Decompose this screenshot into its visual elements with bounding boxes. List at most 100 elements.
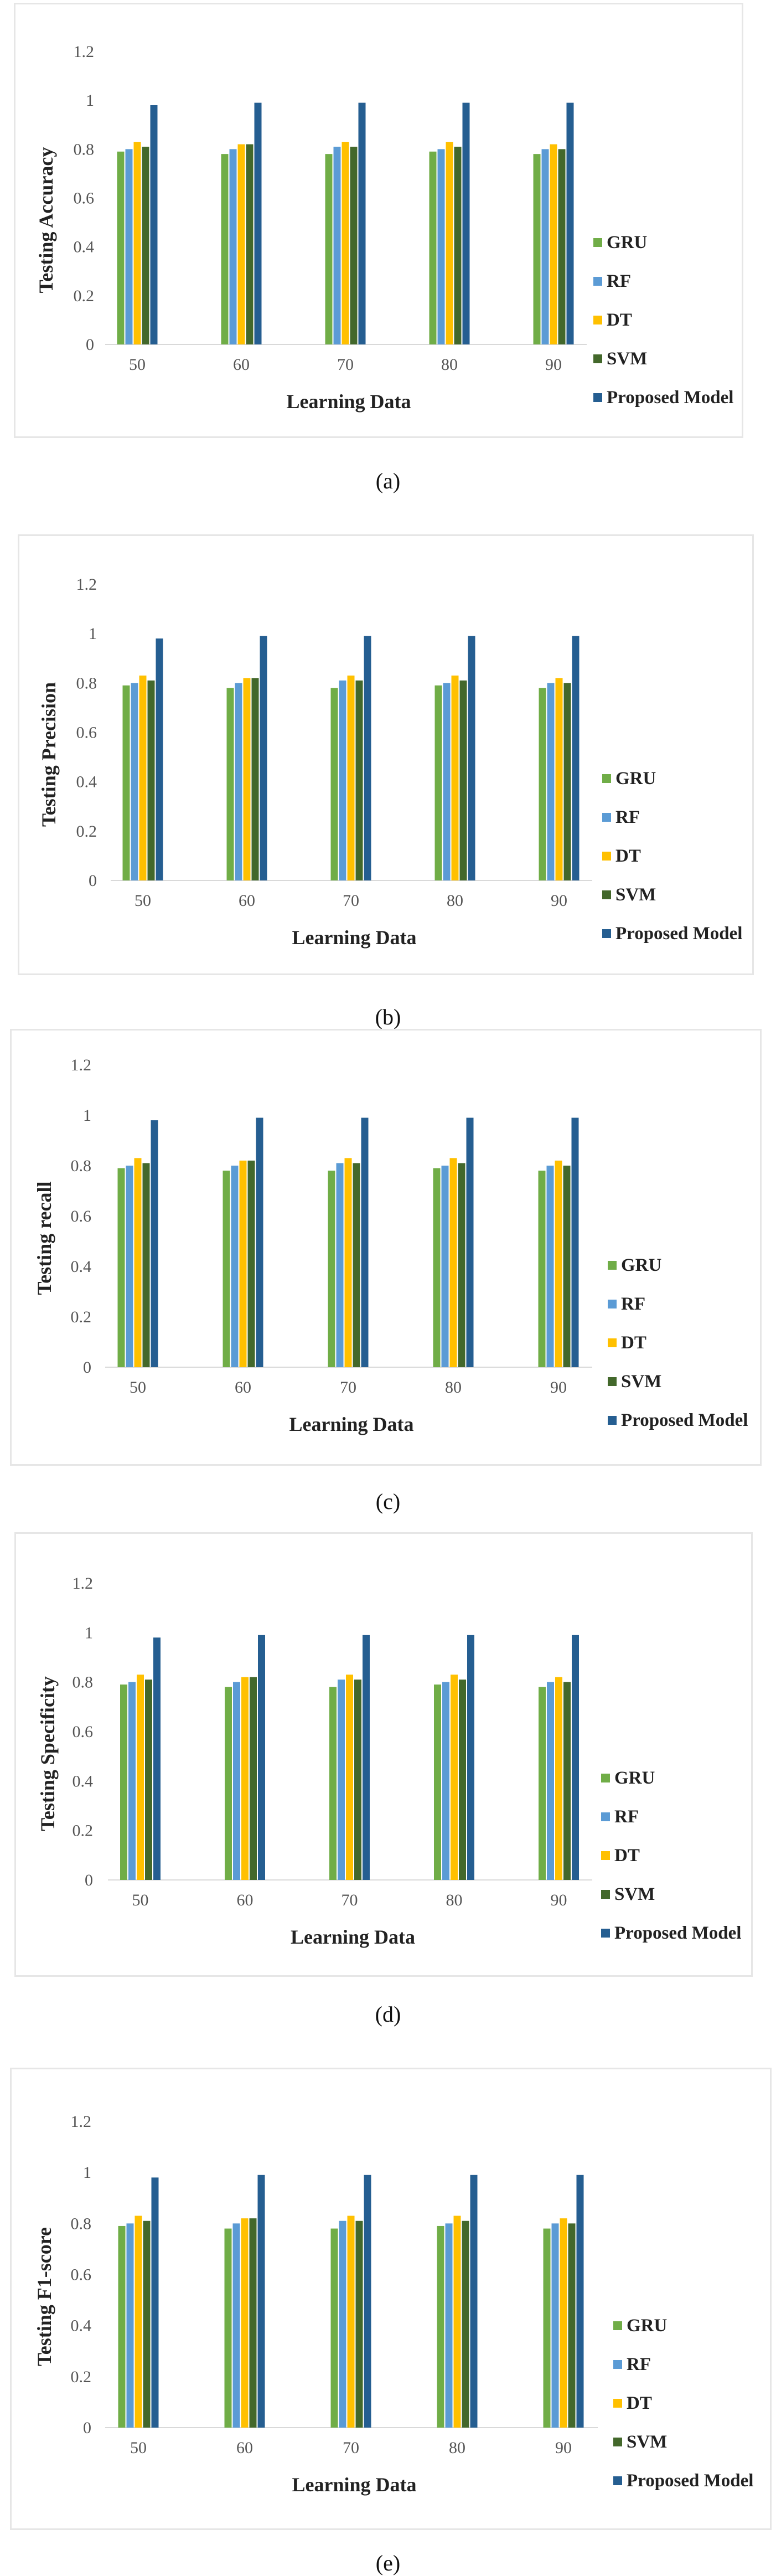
legend-swatch-proposed-model (613, 2476, 622, 2485)
bar-proposed-model-60 (260, 636, 267, 880)
legend-swatch-rf (613, 2360, 622, 2369)
legend-label-dt: DT (621, 1333, 646, 1353)
bar-rf-90 (546, 1166, 554, 1367)
y-tick-label: 0.4 (71, 1258, 92, 1276)
bar-gru-60 (225, 1687, 232, 1880)
bar-proposed-model-80 (470, 2175, 478, 2428)
legend-label-gru: GRU (615, 769, 656, 789)
y-tick-label: 0.4 (73, 1772, 94, 1790)
legend-label-svm: SVM (621, 1372, 661, 1392)
bar-rf-50 (128, 1682, 136, 1880)
bar-svm-90 (568, 2223, 576, 2428)
legend-label-rf: RF (607, 271, 631, 291)
bar-rf-60 (233, 1682, 240, 1880)
y-tick-label: 0 (83, 2419, 91, 2437)
bar-svm-90 (558, 149, 566, 344)
y-tick-label: 0.6 (74, 189, 95, 208)
legend-label-proposed-model: Proposed Model (627, 2471, 753, 2491)
x-tick-label: 60 (236, 2439, 253, 2457)
y-tick-label: 0.8 (76, 674, 97, 692)
y-tick-label: 0.8 (73, 1673, 94, 1692)
bar-dt-80 (449, 1158, 457, 1367)
bar-gru-90 (539, 688, 546, 880)
bar-dt-80 (453, 2216, 461, 2428)
legend-label-rf: RF (614, 1807, 639, 1827)
bar-rf-70 (339, 2220, 346, 2428)
bar-svm-70 (355, 680, 363, 880)
y-tick-label: 0.2 (71, 2368, 92, 2386)
y-tick-label: 0.4 (71, 2317, 92, 2335)
bar-dt-80 (451, 675, 459, 880)
x-tick-label: 90 (550, 1378, 567, 1397)
legend-swatch-gru (613, 2321, 622, 2330)
bar-dt-90 (555, 678, 563, 880)
x-axis-title: Learning Data (292, 2474, 417, 2496)
bar-svm-80 (459, 680, 467, 880)
bar-svm-70 (354, 1679, 361, 1880)
legend-swatch-proposed-model (602, 929, 611, 938)
bar-proposed-model-90 (572, 1635, 579, 1880)
bar-proposed-model-70 (364, 2175, 371, 2428)
y-tick-label: 0 (83, 1358, 91, 1377)
bar-proposed-model-80 (462, 102, 470, 344)
bar-rf-70 (336, 1163, 344, 1367)
x-tick-label: 80 (445, 1378, 462, 1397)
legend-label-rf: RF (615, 807, 640, 827)
bar-rf-60 (231, 1166, 239, 1367)
legend-label-proposed-model: Proposed Model (614, 1923, 741, 1943)
x-tick-label: 60 (235, 1378, 251, 1397)
caption-d: (d) (375, 2002, 401, 2027)
bar-proposed-model-70 (364, 636, 371, 880)
bar-dt-70 (344, 1158, 352, 1367)
x-tick-label: 90 (555, 2439, 572, 2457)
bar-proposed-model-70 (361, 1117, 369, 1367)
y-tick-label: 0.6 (76, 724, 97, 742)
bar-svm-80 (454, 146, 462, 344)
bar-proposed-model-50 (150, 105, 158, 344)
legend-label-proposed-model: Proposed Model (621, 1410, 748, 1430)
legend-swatch-dt (608, 1338, 617, 1347)
legend-swatch-gru (593, 238, 602, 247)
y-tick-label: 1 (83, 1106, 91, 1125)
legend-swatch-proposed-model (608, 1416, 617, 1425)
bar-dt-90 (555, 1160, 562, 1367)
bar-gru-90 (539, 1687, 546, 1880)
legend-label-svm: SVM (614, 1884, 655, 1904)
bar-rf-90 (541, 149, 549, 344)
bar-proposed-model-60 (257, 2175, 265, 2428)
y-tick-label: 1.2 (71, 1056, 92, 1074)
bar-gru-80 (429, 151, 437, 344)
caption-a: (a) (375, 468, 401, 493)
bar-gru-60 (221, 154, 229, 344)
legend-label-rf: RF (621, 1294, 645, 1314)
bar-gru-60 (224, 2228, 232, 2428)
x-tick-label: 60 (233, 356, 250, 374)
bar-rf-90 (547, 683, 555, 880)
x-tick-label: 80 (446, 1891, 463, 1909)
y-tick-label: 1 (83, 2163, 91, 2182)
bar-rf-80 (443, 683, 451, 880)
x-tick-label: 90 (551, 892, 567, 910)
bar-rf-80 (445, 2223, 453, 2428)
legend-swatch-gru (608, 1261, 617, 1270)
legend-swatch-gru (601, 1774, 610, 1782)
legend-label-svm: SVM (615, 885, 656, 905)
bar-gru-90 (543, 2228, 551, 2428)
bar-proposed-model-90 (576, 2175, 584, 2428)
x-tick-label: 60 (239, 892, 255, 910)
legend-swatch-dt (613, 2399, 622, 2408)
y-axis-title: Testing Precision (38, 682, 60, 827)
bar-gru-90 (538, 1171, 546, 1367)
legend-label-dt: DT (627, 2393, 652, 2413)
legend-swatch-rf (593, 277, 602, 286)
bar-gru-70 (329, 1687, 337, 1880)
legend-swatch-dt (601, 1851, 610, 1860)
bar-rf-50 (125, 149, 133, 344)
y-tick-label: 0.4 (74, 238, 95, 256)
bar-rf-80 (442, 1682, 449, 1880)
bar-rf-70 (333, 146, 341, 344)
bar-rf-90 (547, 1682, 554, 1880)
bar-gru-50 (122, 685, 130, 880)
